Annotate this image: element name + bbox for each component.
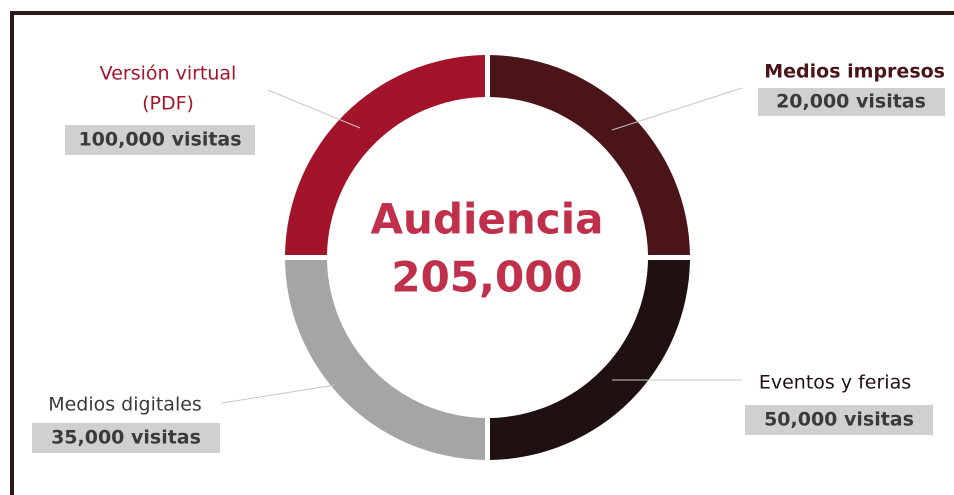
center-title: Audiencia [371, 195, 604, 244]
segment-label: (PDF) [142, 93, 194, 115]
segment [285, 260, 485, 460]
segment-label: Medios impresos [764, 61, 945, 83]
frame [10, 11, 954, 495]
segment-label: Medios digitales [48, 394, 202, 416]
leader-line [611, 87, 743, 131]
value-box [32, 423, 220, 453]
value-label: 50,000 visitas [764, 409, 914, 431]
value-box [745, 405, 933, 435]
leader-line [221, 384, 336, 404]
segment-label: Eventos y ferias [759, 372, 911, 394]
center-total: 205,000 [391, 253, 582, 302]
value-box [758, 88, 945, 116]
segment [490, 260, 690, 460]
value-label: 20,000 visitas [776, 91, 926, 113]
segment [285, 55, 485, 255]
leader-line [267, 89, 361, 129]
value-label: 35,000 visitas [51, 427, 201, 449]
donut [285, 55, 690, 460]
value-box [65, 125, 255, 155]
segment [490, 55, 690, 255]
segment-label: Versión virtual [100, 63, 237, 85]
value-label: 100,000 visitas [78, 129, 241, 151]
